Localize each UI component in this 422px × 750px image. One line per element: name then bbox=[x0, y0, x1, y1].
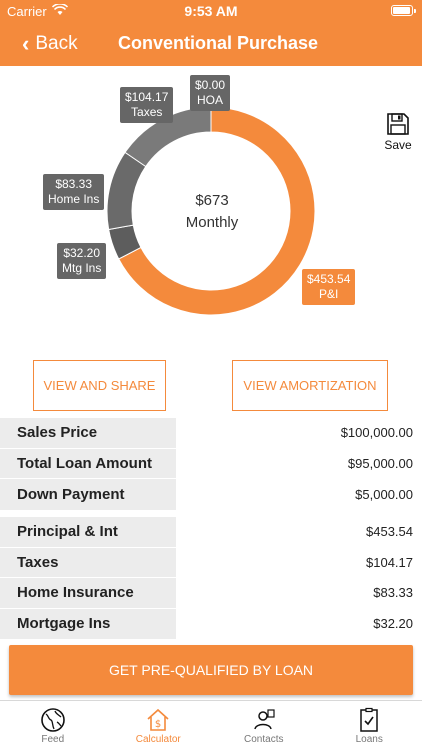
slice-tag-home-ins: $83.33 Home Ins bbox=[43, 174, 105, 210]
tab-feed[interactable]: Feed bbox=[0, 701, 106, 750]
payment-donut-chart: $673 Monthly $0.00 HOA $104.17 Taxes $83… bbox=[0, 66, 422, 356]
table-row: Taxes $104.17 bbox=[0, 547, 422, 578]
tab-bar: Feed $ Calculator Contacts Loans bbox=[0, 700, 422, 750]
get-pre-qualified-button[interactable]: GET PRE-QUALIFIED BY LOAN bbox=[9, 645, 413, 695]
tag-value: $83.33 bbox=[55, 177, 93, 191]
row-value: $32.20 bbox=[176, 608, 422, 639]
tag-label: Taxes bbox=[131, 105, 163, 119]
donut-slice-p-i bbox=[118, 106, 316, 316]
tag-label: HOA bbox=[197, 93, 224, 107]
row-label: Mortgage Ins bbox=[0, 608, 176, 639]
loan-summary-table: Sales Price $100,000.00 Total Loan Amoun… bbox=[0, 418, 422, 510]
tag-value: $32.20 bbox=[63, 246, 101, 260]
carrier-label: Carrier bbox=[7, 4, 47, 19]
donut-svg bbox=[106, 106, 316, 316]
tab-label: Loans bbox=[355, 734, 383, 745]
donut-slice-taxes bbox=[124, 106, 212, 168]
back-button[interactable]: ‹ Back bbox=[22, 30, 78, 58]
contacts-icon bbox=[254, 709, 275, 730]
monthly-total: $673 bbox=[195, 192, 229, 209]
tag-label: P&I bbox=[319, 287, 339, 301]
svg-text:$: $ bbox=[155, 719, 161, 730]
chevron-left-icon: ‹ bbox=[22, 31, 30, 56]
table-row: Mortgage Ins $32.20 bbox=[0, 608, 422, 639]
row-value: $5,000.00 bbox=[176, 479, 422, 510]
row-label: Home Insurance bbox=[0, 578, 176, 608]
view-amortization-button[interactable]: VIEW AMORTIZATION bbox=[232, 360, 388, 411]
tag-label: Home Ins bbox=[48, 192, 100, 206]
row-label: Principal & Int bbox=[0, 517, 176, 547]
table-row: Sales Price $100,000.00 bbox=[0, 418, 422, 449]
floppy-disk-icon bbox=[387, 113, 409, 135]
row-label: Taxes bbox=[0, 547, 176, 577]
tag-value: $0.00 bbox=[195, 78, 226, 92]
monthly-label: Monthly bbox=[185, 214, 239, 231]
tab-contacts[interactable]: Contacts bbox=[211, 701, 317, 750]
status-bar: Carrier 9:53 AM bbox=[0, 0, 422, 22]
view-and-share-button[interactable]: VIEW AND SHARE bbox=[33, 360, 166, 411]
save-button[interactable]: Save bbox=[380, 112, 416, 152]
slice-tag-taxes: $104.17 Taxes bbox=[120, 87, 174, 123]
tab-label: Calculator bbox=[135, 734, 181, 745]
slice-tag-hoa: $0.00 HOA bbox=[190, 75, 231, 111]
tab-label: Feed bbox=[41, 734, 65, 745]
back-label: Back bbox=[35, 33, 78, 54]
tag-value: $453.54 bbox=[307, 272, 351, 286]
checklist-icon bbox=[360, 707, 378, 732]
status-time: 9:53 AM bbox=[184, 3, 238, 19]
house-dollar-icon: $ bbox=[147, 708, 169, 731]
table-row: Principal & Int $453.54 bbox=[0, 517, 422, 548]
row-value: $100,000.00 bbox=[176, 418, 422, 448]
row-value: $95,000.00 bbox=[176, 448, 422, 478]
page-title: Conventional Purchase bbox=[118, 33, 319, 53]
row-label: Total Loan Amount bbox=[0, 448, 176, 478]
row-value: $104.17 bbox=[176, 547, 422, 577]
table-row: Down Payment $5,000.00 bbox=[0, 479, 422, 510]
slice-tag-mtg-ins: $32.20 Mtg Ins bbox=[57, 243, 107, 279]
header: Carrier 9:53 AM ‹ Back Conventional Purc… bbox=[0, 0, 422, 66]
tab-calculator[interactable]: $ Calculator bbox=[106, 701, 212, 750]
table-row: Home Insurance $83.33 bbox=[0, 578, 422, 609]
payment-breakdown-table: Principal & Int $453.54 Taxes $104.17 Ho… bbox=[0, 517, 422, 639]
tab-loans[interactable]: Loans bbox=[317, 701, 422, 750]
wifi-icon bbox=[51, 3, 69, 19]
save-label: Save bbox=[384, 138, 412, 152]
table-row: Total Loan Amount $95,000.00 bbox=[0, 448, 422, 479]
tag-value: $104.17 bbox=[125, 90, 169, 104]
row-value: $83.33 bbox=[176, 578, 422, 608]
donut-slice-home-ins bbox=[106, 151, 147, 231]
slice-tag-pi: $453.54 P&I bbox=[302, 269, 356, 305]
battery-icon bbox=[391, 5, 416, 16]
row-value: $453.54 bbox=[176, 517, 422, 547]
tab-label: Contacts bbox=[244, 734, 284, 745]
row-label: Sales Price bbox=[0, 418, 176, 448]
row-label: Down Payment bbox=[0, 479, 176, 510]
tag-label: Mtg Ins bbox=[62, 261, 102, 275]
globe-icon bbox=[40, 708, 65, 732]
